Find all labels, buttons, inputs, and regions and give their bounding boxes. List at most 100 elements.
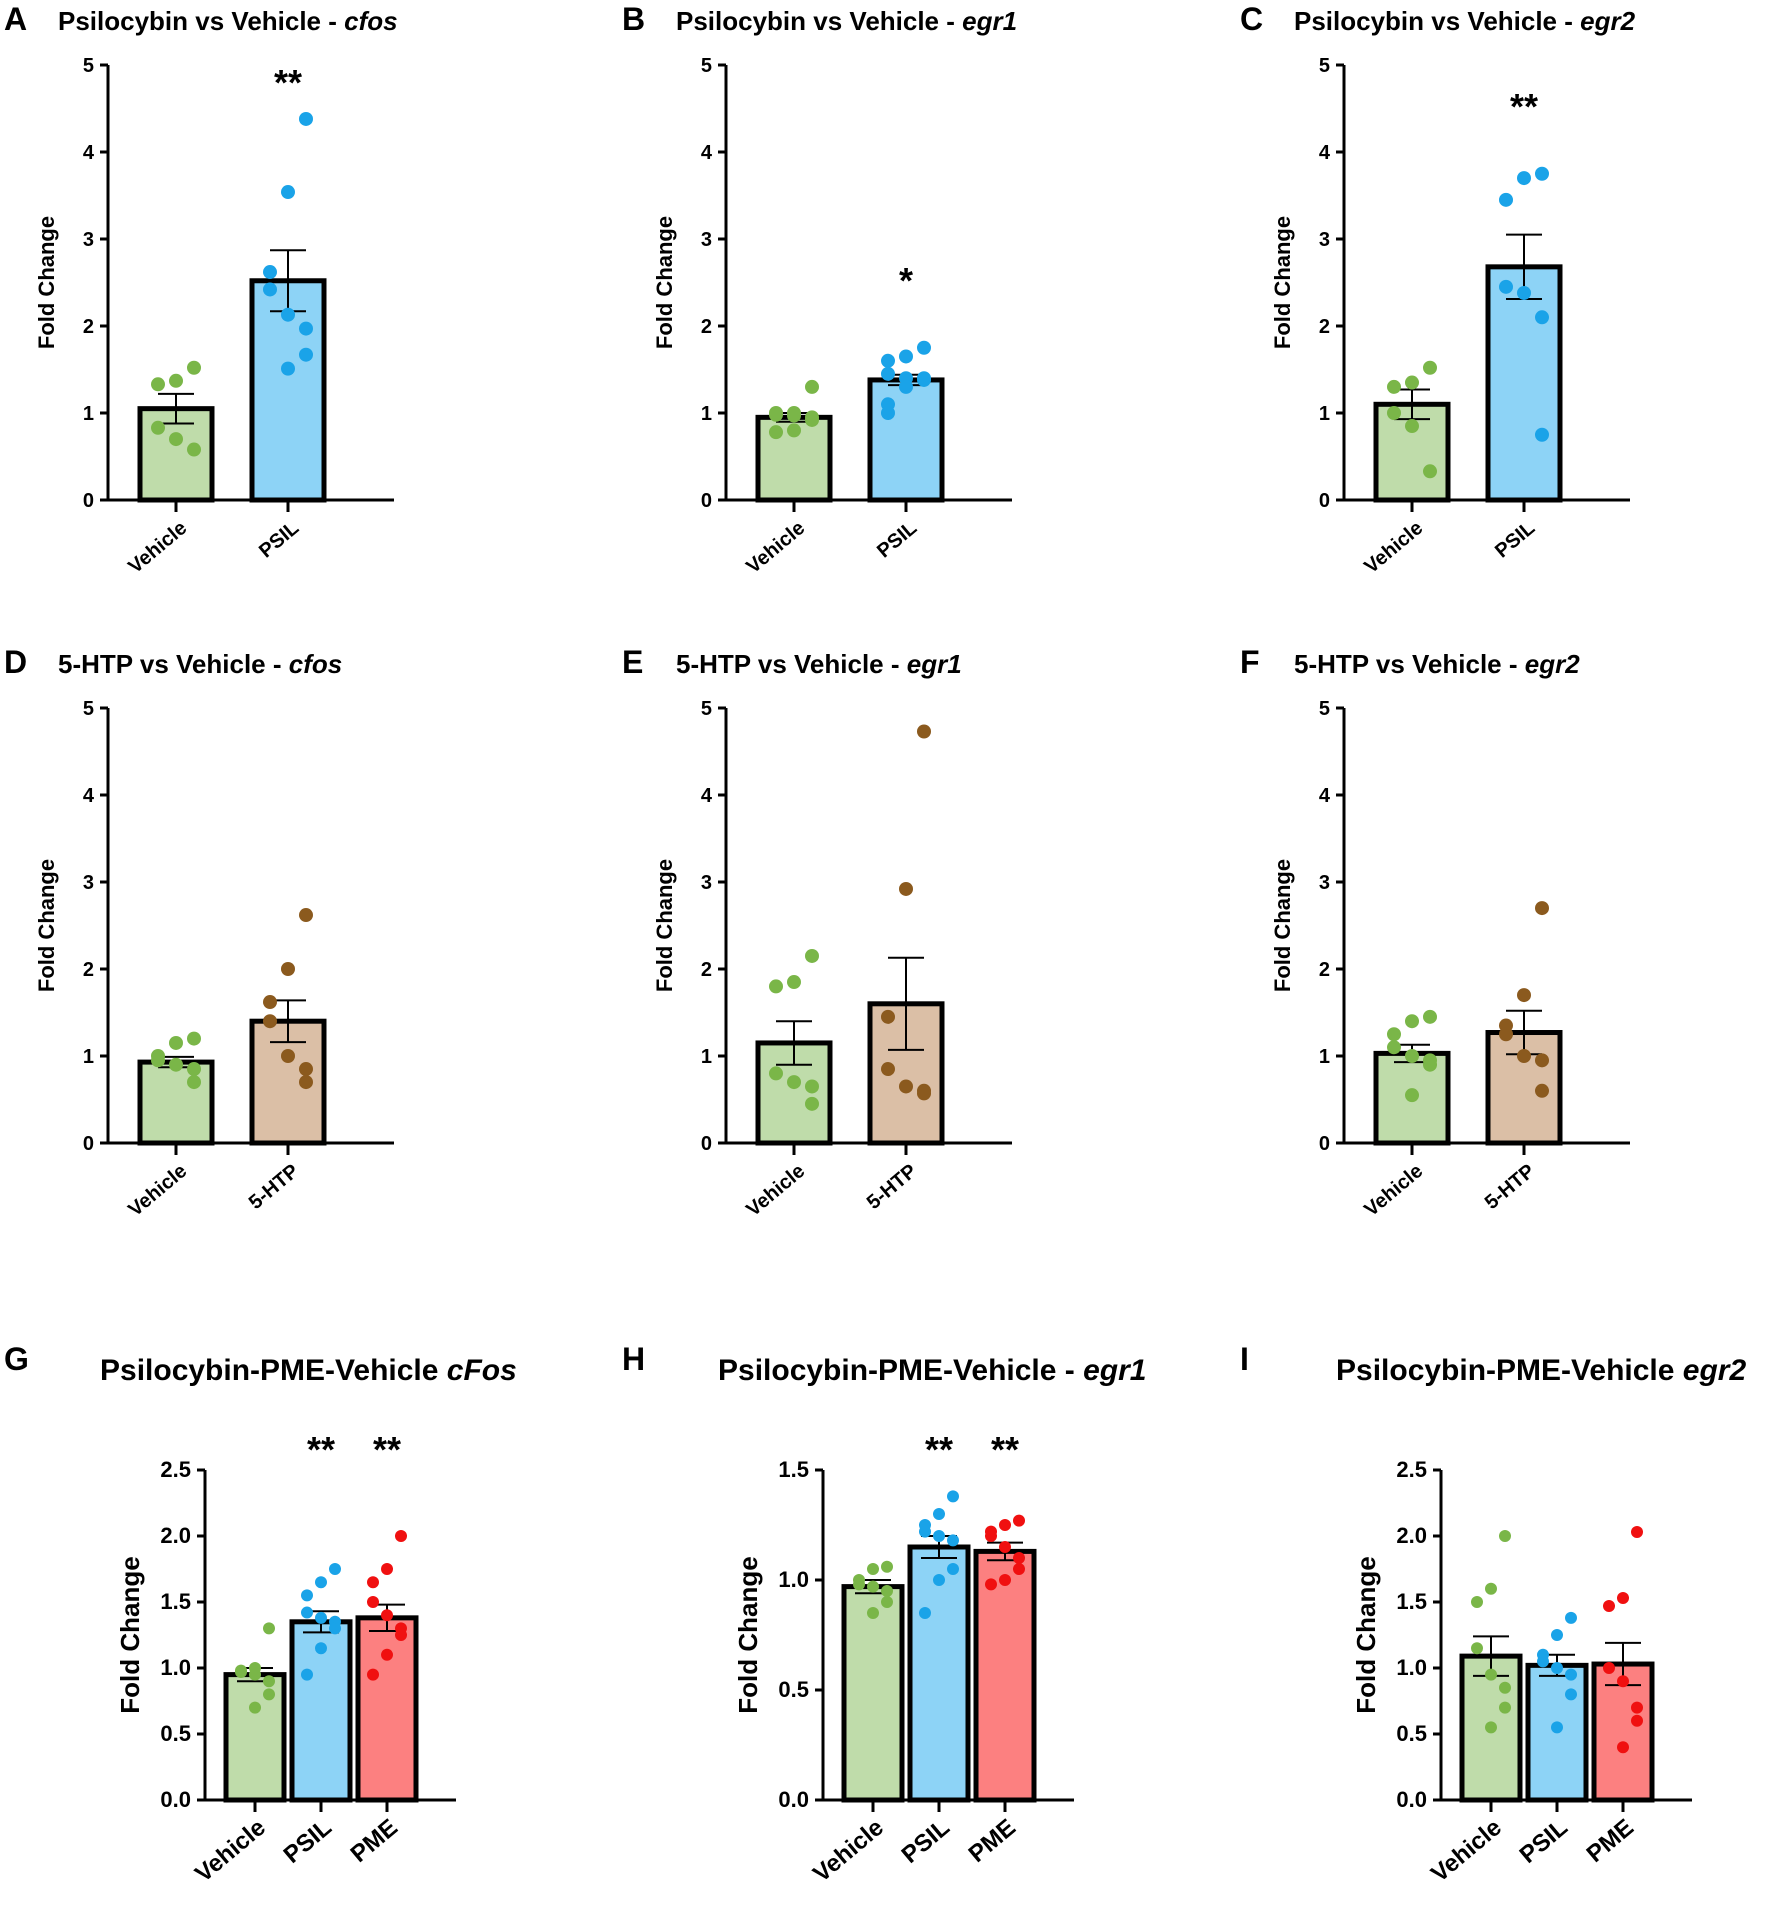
panel-letter: H (622, 1341, 645, 1377)
data-point (1517, 285, 1531, 300)
y-tick-label: 2 (83, 316, 94, 338)
data-point (169, 373, 183, 388)
data-point (899, 1079, 913, 1094)
y-tick-label: 5 (1319, 55, 1330, 77)
data-point (947, 1490, 959, 1503)
data-point (1603, 1599, 1615, 1612)
data-point (1013, 1514, 1025, 1527)
data-point (281, 185, 295, 200)
data-point (263, 1675, 275, 1688)
x-tick-label: PME (964, 1814, 1021, 1868)
data-point (899, 349, 913, 364)
data-point (867, 1563, 879, 1575)
data-point (1405, 375, 1419, 390)
chart-title: 5-HTP vs Vehicle - egr2 (1294, 649, 1580, 679)
x-tick-label: Vehicle (1360, 517, 1427, 578)
data-point (263, 995, 277, 1010)
bar-vehicle (137, 1059, 215, 1146)
data-point (947, 1534, 959, 1547)
data-point (381, 1563, 393, 1575)
data-point (281, 307, 295, 322)
data-point (381, 1609, 393, 1622)
data-point (1517, 171, 1531, 186)
y-tick-label: 3 (701, 872, 712, 894)
data-point (367, 1576, 379, 1589)
y-tick-label: 1.0 (778, 1567, 809, 1592)
data-point (1471, 1596, 1483, 1608)
data-point (1631, 1701, 1643, 1714)
chart-svg: E 5-HTP vs Vehicle - egr1 0 1 2 3 4 5 Fold Chang… (622, 644, 1012, 1221)
data-point (1485, 1721, 1497, 1734)
x-tick-label: PSIL (1491, 517, 1539, 562)
chart-title: 5-HTP vs Vehicle - cfos (58, 649, 342, 679)
panel-C: C Psilocybin vs Vehicle - egr2 0 1 2 3 4 5 Fold … (1236, 0, 1772, 640)
significance-label: ** (274, 62, 302, 103)
title-text: Psilocybin vs Vehicle - (1294, 6, 1580, 36)
title-gene: egr2 (1580, 6, 1635, 36)
chart-title: Psilocybin vs Vehicle - egr1 (676, 6, 1017, 36)
data-point (301, 1668, 313, 1681)
y-tick-label: 0.0 (160, 1787, 191, 1812)
data-point (1499, 1027, 1513, 1042)
data-point (769, 979, 783, 994)
data-point (169, 1057, 183, 1072)
data-point (329, 1622, 341, 1635)
data-point (1617, 1592, 1629, 1605)
chart-svg: D 5-HTP vs Vehicle - cfos 0 1 2 3 4 5 Fold Chang… (4, 644, 394, 1221)
data-point (1537, 1655, 1549, 1668)
y-tick-label: 1 (701, 1046, 712, 1068)
y-tick-label: 1 (1319, 1046, 1330, 1068)
y-axis-label: Fold Change (733, 1556, 763, 1713)
panel-E: E 5-HTP vs Vehicle - egr1 0 1 2 3 4 5 Fold Chang… (618, 643, 1208, 1283)
data-point (1485, 1668, 1497, 1681)
data-point (315, 1611, 327, 1624)
data-point (281, 962, 295, 976)
data-point (917, 1086, 931, 1101)
x-tick-label: PSIL (255, 517, 303, 562)
y-tick-label: 1 (1319, 403, 1330, 425)
data-point (899, 881, 913, 896)
data-point (787, 975, 801, 990)
title-gene: egr2 (1683, 1354, 1747, 1387)
data-point (985, 1530, 997, 1542)
y-tick-label: 0 (701, 490, 712, 512)
data-point (281, 1049, 295, 1063)
data-point (299, 347, 313, 362)
x-tick-label: PME (346, 1814, 403, 1868)
y-axis-label: Fold Change (34, 859, 59, 992)
data-point (299, 111, 313, 126)
y-tick-label: 1.5 (1396, 1589, 1427, 1614)
y-tick-label: 4 (701, 785, 713, 807)
data-point (881, 1596, 893, 1608)
significance-label: ** (307, 1429, 335, 1470)
data-point (1631, 1714, 1643, 1727)
data-point (395, 1629, 407, 1641)
y-tick-label: 1 (83, 403, 94, 425)
y-tick-label: 5 (83, 698, 94, 720)
data-point (881, 1009, 895, 1024)
data-point (947, 1563, 959, 1575)
data-point (985, 1578, 997, 1591)
data-point (1471, 1642, 1483, 1655)
data-point (1387, 1040, 1401, 1055)
data-point (151, 377, 165, 392)
data-point (867, 1580, 879, 1593)
data-point (1405, 419, 1419, 434)
y-tick-label: 0 (1319, 490, 1330, 512)
y-tick-label: 2.0 (1396, 1523, 1427, 1548)
data-point (187, 1062, 201, 1077)
panel-H: H Psilocybin-PME-Vehicle - egr1 0.0 0.5 1.0 1… (618, 1340, 1208, 1924)
chart-title: Psilocybin-PME-Vehicle - egr1 (718, 1354, 1146, 1387)
data-point (263, 1622, 275, 1635)
data-point (805, 379, 819, 394)
y-tick-label: 0.5 (1396, 1721, 1427, 1746)
panel-A: A Psilocybin vs Vehicle - cfos 0 1 2 3 4 5 Fold … (0, 0, 590, 640)
data-point (249, 1668, 261, 1681)
data-point (151, 1053, 165, 1068)
data-point (187, 442, 201, 457)
data-point (187, 1031, 201, 1046)
data-point (881, 366, 895, 381)
data-point (299, 908, 313, 923)
panel-letter: C (1240, 1, 1263, 37)
chart-svg: G Psilocybin-PME-Vehicle cFos 0.0 0.5 1.0 1.5… (4, 1341, 517, 1888)
